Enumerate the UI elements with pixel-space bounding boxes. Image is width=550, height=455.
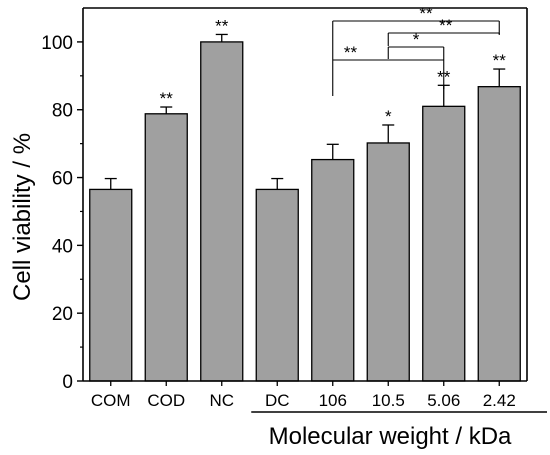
- y-tick-label: 60: [52, 169, 73, 190]
- bar: [422, 105, 466, 382]
- significance-label: **: [215, 16, 229, 35]
- bar: [255, 188, 299, 382]
- comparison-label: **: [419, 4, 433, 23]
- bar: [89, 188, 133, 382]
- x-tick-label: 5.06: [427, 391, 460, 410]
- y-tick-label: 0: [62, 372, 73, 393]
- bar: [366, 142, 410, 382]
- x-tick-label: COM: [91, 391, 131, 410]
- bar: [144, 113, 188, 382]
- y-axis-title: Cell viability / %: [9, 133, 36, 301]
- group-axis-title: Molecular weight / kDa: [269, 423, 512, 450]
- y-tick-label: 100: [41, 33, 73, 54]
- bar: [477, 86, 521, 382]
- comparison-label: *: [413, 30, 420, 49]
- significance-label: **: [493, 51, 507, 70]
- significance-label: **: [160, 89, 174, 108]
- y-tick-label: 80: [52, 101, 73, 122]
- y-tick-label: 40: [52, 236, 73, 257]
- significance-label: *: [385, 107, 392, 126]
- y-tick-label: 20: [52, 304, 73, 325]
- bar: [311, 158, 355, 382]
- x-tick-label: 10.5: [372, 391, 405, 410]
- x-tick-label: 2.42: [483, 391, 516, 410]
- bar: [200, 41, 244, 382]
- comparison-label: **: [344, 43, 358, 62]
- x-tick-label: 106: [319, 391, 347, 410]
- x-tick-label: DC: [265, 391, 290, 410]
- x-tick-label: COD: [147, 391, 185, 410]
- comparison-label: **: [439, 16, 453, 35]
- x-tick-label: NC: [209, 391, 234, 410]
